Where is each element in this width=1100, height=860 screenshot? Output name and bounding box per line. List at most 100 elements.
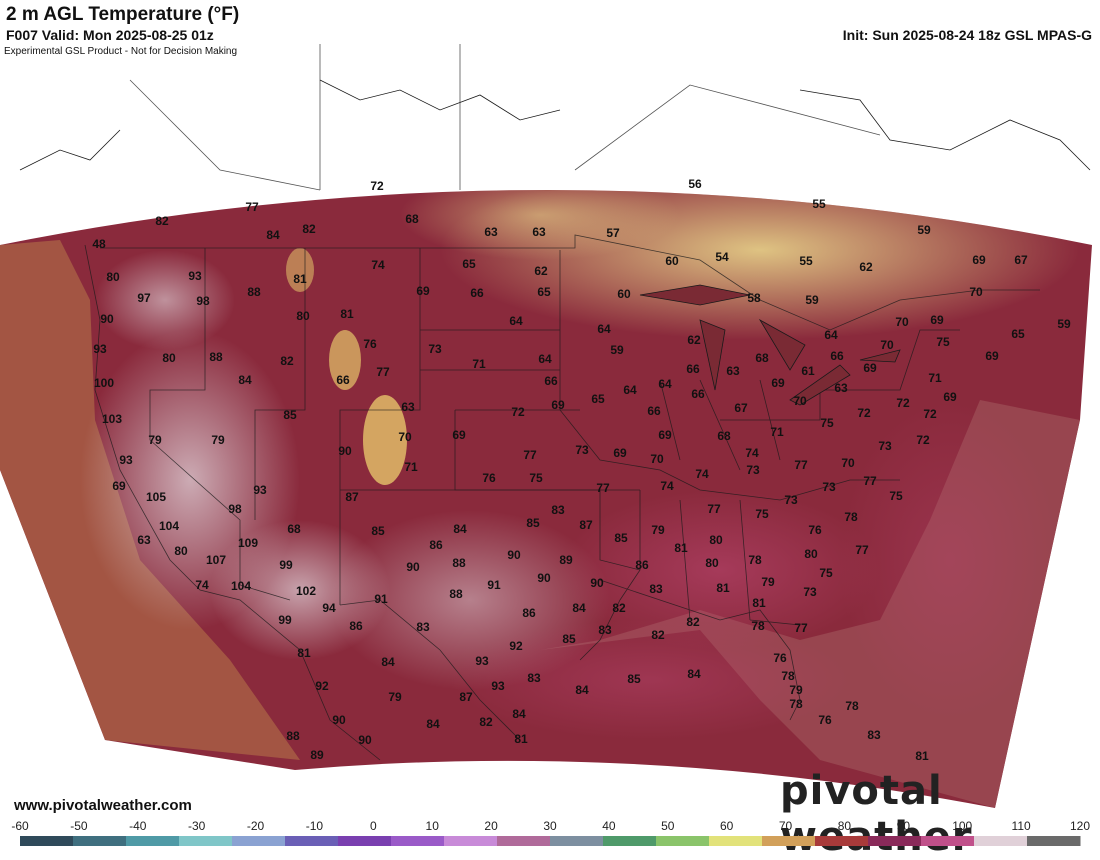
temperature-value: 63 <box>137 533 151 547</box>
temperature-value: 76 <box>808 523 822 537</box>
temperature-value: 69 <box>452 428 466 442</box>
temperature-value: 83 <box>649 582 663 596</box>
temperature-value: 84 <box>453 522 467 536</box>
temperature-value: 74 <box>660 479 674 493</box>
colorbar-swatch <box>497 836 551 846</box>
great-lakes <box>639 284 901 406</box>
temperature-value: 93 <box>491 679 505 693</box>
temperature-value: 88 <box>449 587 463 601</box>
map-title: 2 m AGL Temperature (°F) <box>6 4 240 25</box>
colorbar-tick: 110 <box>1012 819 1031 833</box>
colorbar-swatch <box>126 836 180 846</box>
colorbar-tick: -10 <box>306 819 324 833</box>
temperature-value: 87 <box>345 490 359 504</box>
temperature-value: 84 <box>426 717 440 731</box>
pacific-ocean <box>0 240 300 760</box>
temperature-value: 82 <box>651 628 665 642</box>
colorbar-tick: 90 <box>897 819 911 833</box>
temperature-colorbar: -60 -50 -40 -30 -20 -10 0 10 20 30 40 50 60 70 80 90 100… <box>11 819 1090 846</box>
temperature-value: 71 <box>928 371 942 385</box>
temperature-value: 64 <box>658 377 672 391</box>
temperature-value: 87 <box>459 690 473 704</box>
temperature-value: 90 <box>537 571 551 585</box>
temperature-value: 103 <box>102 412 122 426</box>
temperature-value: 81 <box>716 581 730 595</box>
temperature-value: 86 <box>429 538 443 552</box>
temperature-value: 99 <box>279 558 293 572</box>
temperature-value: 93 <box>475 654 489 668</box>
colorbar-tick: 60 <box>720 819 734 833</box>
temperature-value: 66 <box>686 362 700 376</box>
temperature-value: 77 <box>523 448 537 462</box>
temperature-value: 59 <box>805 293 819 307</box>
temperature-value: 83 <box>598 623 612 637</box>
temperature-value: 69 <box>985 349 999 363</box>
temperature-value: 69 <box>771 376 785 390</box>
colorbar-tick: 80 <box>838 819 852 833</box>
temperature-value: 71 <box>404 460 418 474</box>
temperature-value: 85 <box>614 531 628 545</box>
temperature-value: 80 <box>296 309 310 323</box>
temperature-value: 64 <box>824 328 838 342</box>
temperature-value: 69 <box>613 446 627 460</box>
colorbar-swatch <box>709 836 763 846</box>
colorbar-tick: 50 <box>661 819 675 833</box>
temperature-value: 88 <box>209 350 223 364</box>
temperature-value: 70 <box>650 452 664 466</box>
colorbar-swatch <box>444 836 498 846</box>
temperature-value: 65 <box>462 257 476 271</box>
temperature-value: 107 <box>206 553 226 567</box>
colorbar-swatch <box>550 836 604 846</box>
colorbar-swatches <box>20 836 1081 846</box>
temperature-value: 59 <box>1057 317 1071 331</box>
temperature-value: 75 <box>529 471 543 485</box>
temperature-value: 70 <box>841 456 855 470</box>
temperature-value: 76 <box>482 471 496 485</box>
colorbar-swatch <box>179 836 233 846</box>
temperature-value: 79 <box>148 433 162 447</box>
temperature-value: 80 <box>705 556 719 570</box>
temperature-value: 77 <box>855 543 869 557</box>
temperature-value: 71 <box>472 357 486 371</box>
temperature-value: 71 <box>770 425 784 439</box>
temperature-value: 81 <box>293 272 307 286</box>
colorbar-tick: -30 <box>188 819 206 833</box>
colorbar-tick: 0 <box>370 819 377 833</box>
temperature-value: 85 <box>526 516 540 530</box>
temperature-value: 63 <box>726 364 740 378</box>
temperature-value: 76 <box>363 337 377 351</box>
temperature-value: 69 <box>658 428 672 442</box>
temperature-value: 82 <box>686 615 700 629</box>
temperature-value: 88 <box>247 285 261 299</box>
temperature-value: 69 <box>416 284 430 298</box>
colorbar-swatch <box>868 836 922 846</box>
temperature-value: 77 <box>376 365 390 379</box>
temperature-value: 72 <box>896 396 910 410</box>
temperature-value: 93 <box>93 342 107 356</box>
temperature-value: 90 <box>338 444 352 458</box>
colorbar-tick: -40 <box>129 819 147 833</box>
temperature-value: 73 <box>822 480 836 494</box>
colorbar-tick-labels: -60 -50 -40 -30 -20 -10 0 10 20 30 40 50 60 70 80 90 100… <box>11 819 1090 833</box>
colorbar-swatch <box>815 836 869 846</box>
colorbar-swatch <box>1027 836 1081 846</box>
temperature-value: 54 <box>715 250 729 264</box>
temperature-value: 55 <box>799 254 813 268</box>
temperature-value: 84 <box>572 601 586 615</box>
temperature-value: 72 <box>511 405 525 419</box>
temperature-value: 73 <box>784 493 798 507</box>
temperature-value: 84 <box>687 667 701 681</box>
colorbar-swatch <box>391 836 445 846</box>
temperature-value: 75 <box>889 489 903 503</box>
colorbar-tick: 40 <box>602 819 616 833</box>
temperature-value: 81 <box>297 646 311 660</box>
temperature-value: 70 <box>880 338 894 352</box>
colorbar-tick: 120 <box>1070 819 1090 833</box>
temperature-value: 83 <box>416 620 430 634</box>
temperature-value: 64 <box>538 352 552 366</box>
temperature-value: 59 <box>917 223 931 237</box>
temperature-value: 77 <box>245 200 259 214</box>
temperature-value: 68 <box>405 212 419 226</box>
colorbar-swatch <box>762 836 816 846</box>
temperature-value: 70 <box>969 285 983 299</box>
